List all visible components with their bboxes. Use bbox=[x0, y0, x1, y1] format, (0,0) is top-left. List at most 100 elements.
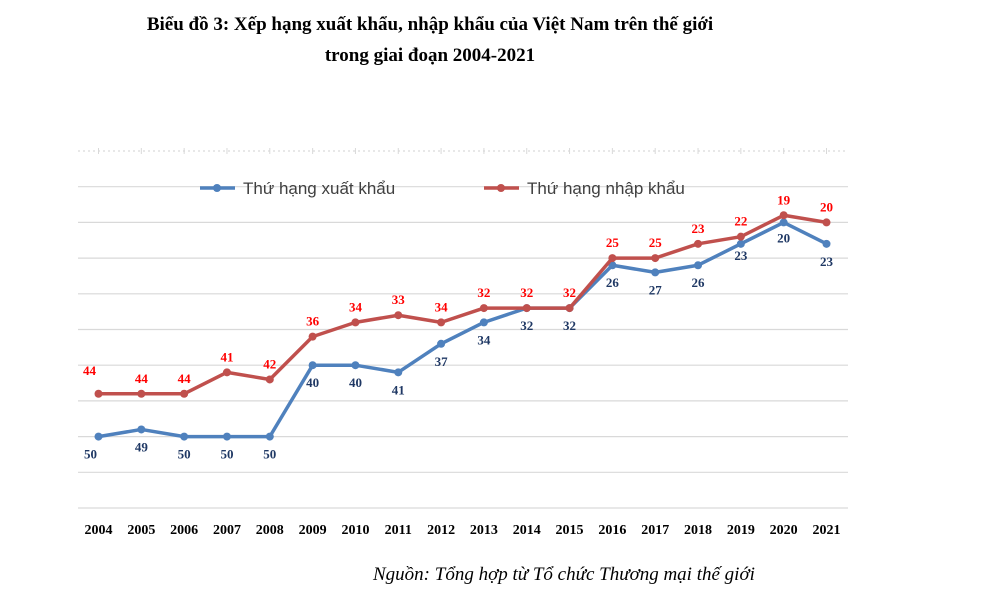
point-import-2009 bbox=[308, 332, 317, 341]
point-import-2005 bbox=[137, 389, 146, 398]
label-import-2008: 42 bbox=[263, 356, 276, 371]
x-tick-2013: 2013 bbox=[470, 523, 498, 538]
label-export-2009: 40 bbox=[306, 375, 319, 390]
label-export-2004: 50 bbox=[84, 447, 97, 462]
x-tick-2016: 2016 bbox=[598, 523, 626, 538]
point-export-2007 bbox=[222, 432, 231, 441]
legend-marker-export bbox=[213, 184, 221, 192]
x-tick-2007: 2007 bbox=[213, 523, 241, 538]
point-import-2012 bbox=[437, 318, 446, 327]
point-import-2010 bbox=[351, 318, 360, 327]
point-import-2006 bbox=[180, 389, 189, 398]
point-export-2012 bbox=[437, 339, 446, 348]
point-export-2004 bbox=[94, 432, 103, 441]
chart-title-line1: Biểu đồ 3: Xếp hạng xuất khẩu, nhập khẩu… bbox=[146, 14, 714, 35]
label-export-2016: 26 bbox=[606, 275, 620, 290]
label-export-2014: 32 bbox=[520, 318, 533, 333]
label-import-2005: 44 bbox=[135, 371, 149, 386]
label-import-2019: 22 bbox=[734, 214, 747, 229]
point-export-2009 bbox=[308, 361, 317, 370]
label-import-2018: 23 bbox=[692, 221, 706, 236]
x-tick-2018: 2018 bbox=[684, 523, 712, 538]
point-export-2017 bbox=[651, 268, 660, 277]
label-export-2015: 32 bbox=[563, 318, 576, 333]
label-import-2021: 20 bbox=[820, 199, 833, 214]
point-import-2008 bbox=[265, 375, 274, 384]
label-export-2017: 27 bbox=[649, 282, 663, 297]
x-tick-2020: 2020 bbox=[770, 523, 798, 538]
label-export-2012: 37 bbox=[435, 354, 449, 369]
label-export-2008: 50 bbox=[263, 447, 276, 462]
x-tick-2021: 2021 bbox=[813, 523, 841, 538]
label-import-2016: 25 bbox=[606, 235, 620, 250]
chart-title-line2: trong giai đoạn 2004-2021 bbox=[324, 45, 536, 66]
x-axis-ticks: 2004 2005 2006 2007 2008 2009 2010 2011 2012 2013… bbox=[85, 523, 841, 538]
x-tick-2005: 2005 bbox=[127, 523, 155, 538]
label-import-2020: 19 bbox=[777, 192, 791, 207]
label-import-2013: 32 bbox=[477, 285, 490, 300]
label-import-2014: 32 bbox=[520, 285, 533, 300]
point-import-2021 bbox=[822, 218, 831, 227]
label-export-2013: 34 bbox=[477, 332, 491, 347]
point-import-2015 bbox=[565, 304, 574, 313]
label-import-2009: 36 bbox=[306, 314, 320, 329]
label-import-2012: 34 bbox=[435, 299, 449, 314]
x-tick-2014: 2014 bbox=[513, 523, 541, 538]
label-export-2019: 23 bbox=[734, 248, 748, 263]
label-import-2011: 33 bbox=[392, 292, 406, 307]
source-note: Nguồn: Tổng hợp từ Tổ chức Thương mại th… bbox=[373, 564, 755, 585]
point-import-2004 bbox=[94, 389, 103, 398]
x-tick-2010: 2010 bbox=[341, 523, 369, 538]
label-import-2015: 32 bbox=[563, 285, 576, 300]
x-tick-2004: 2004 bbox=[85, 523, 113, 538]
label-export-2007: 50 bbox=[220, 447, 233, 462]
label-import-2010: 34 bbox=[349, 299, 363, 314]
point-import-2020 bbox=[779, 211, 788, 220]
series-line-export bbox=[98, 220, 828, 439]
label-export-2021: 23 bbox=[820, 254, 834, 269]
point-export-2020 bbox=[779, 218, 788, 227]
x-tick-2019: 2019 bbox=[727, 523, 755, 538]
point-import-2013 bbox=[479, 304, 488, 313]
point-export-2021 bbox=[822, 239, 831, 248]
label-import-2007: 41 bbox=[220, 349, 233, 364]
x-tick-2017: 2017 bbox=[641, 523, 669, 538]
point-import-2017 bbox=[651, 254, 660, 263]
legend-label-export: Thứ hạng xuất khẩu bbox=[243, 179, 395, 198]
label-export-2010: 40 bbox=[349, 375, 362, 390]
x-tick-2008: 2008 bbox=[256, 523, 284, 538]
point-import-2011 bbox=[394, 311, 403, 320]
point-export-2018 bbox=[694, 261, 703, 270]
point-export-2006 bbox=[180, 432, 189, 441]
label-import-2017: 25 bbox=[649, 235, 663, 250]
point-export-2011 bbox=[394, 368, 403, 377]
x-tick-2006: 2006 bbox=[170, 523, 198, 538]
legend-marker-import bbox=[497, 184, 505, 192]
series-line-import bbox=[98, 213, 827, 396]
legend-label-import: Thứ hạng nhập khẩu bbox=[527, 179, 685, 198]
point-export-2016 bbox=[608, 261, 617, 270]
point-import-2016 bbox=[608, 254, 617, 263]
point-export-2005 bbox=[137, 425, 146, 434]
label-import-2006: 44 bbox=[178, 371, 192, 386]
point-export-2013 bbox=[479, 318, 488, 327]
label-export-2006: 50 bbox=[178, 447, 191, 462]
x-tick-2015: 2015 bbox=[556, 523, 584, 538]
gridlines bbox=[78, 148, 848, 509]
series-lines bbox=[94, 211, 831, 441]
label-export-2020: 20 bbox=[777, 230, 790, 245]
point-export-2008 bbox=[265, 432, 274, 441]
x-tick-2009: 2009 bbox=[299, 523, 327, 538]
data-labels: 44 50 44 49 44 50 41 50 42 50 36 40 34 40 33 41 34 37 32 34… bbox=[83, 192, 834, 461]
x-tick-2012: 2012 bbox=[427, 523, 455, 538]
point-import-2007 bbox=[222, 368, 231, 377]
label-export-2011: 41 bbox=[392, 382, 405, 397]
label-import-2004: 44 bbox=[83, 363, 97, 378]
label-export-2018: 26 bbox=[692, 275, 706, 290]
label-export-2005: 49 bbox=[135, 439, 149, 454]
point-import-2019 bbox=[736, 232, 745, 241]
legend: Thứ hạng xuất khẩu Thứ hạng nhập khẩu bbox=[200, 179, 685, 198]
x-tick-2011: 2011 bbox=[385, 523, 412, 538]
point-import-2018 bbox=[694, 239, 703, 248]
